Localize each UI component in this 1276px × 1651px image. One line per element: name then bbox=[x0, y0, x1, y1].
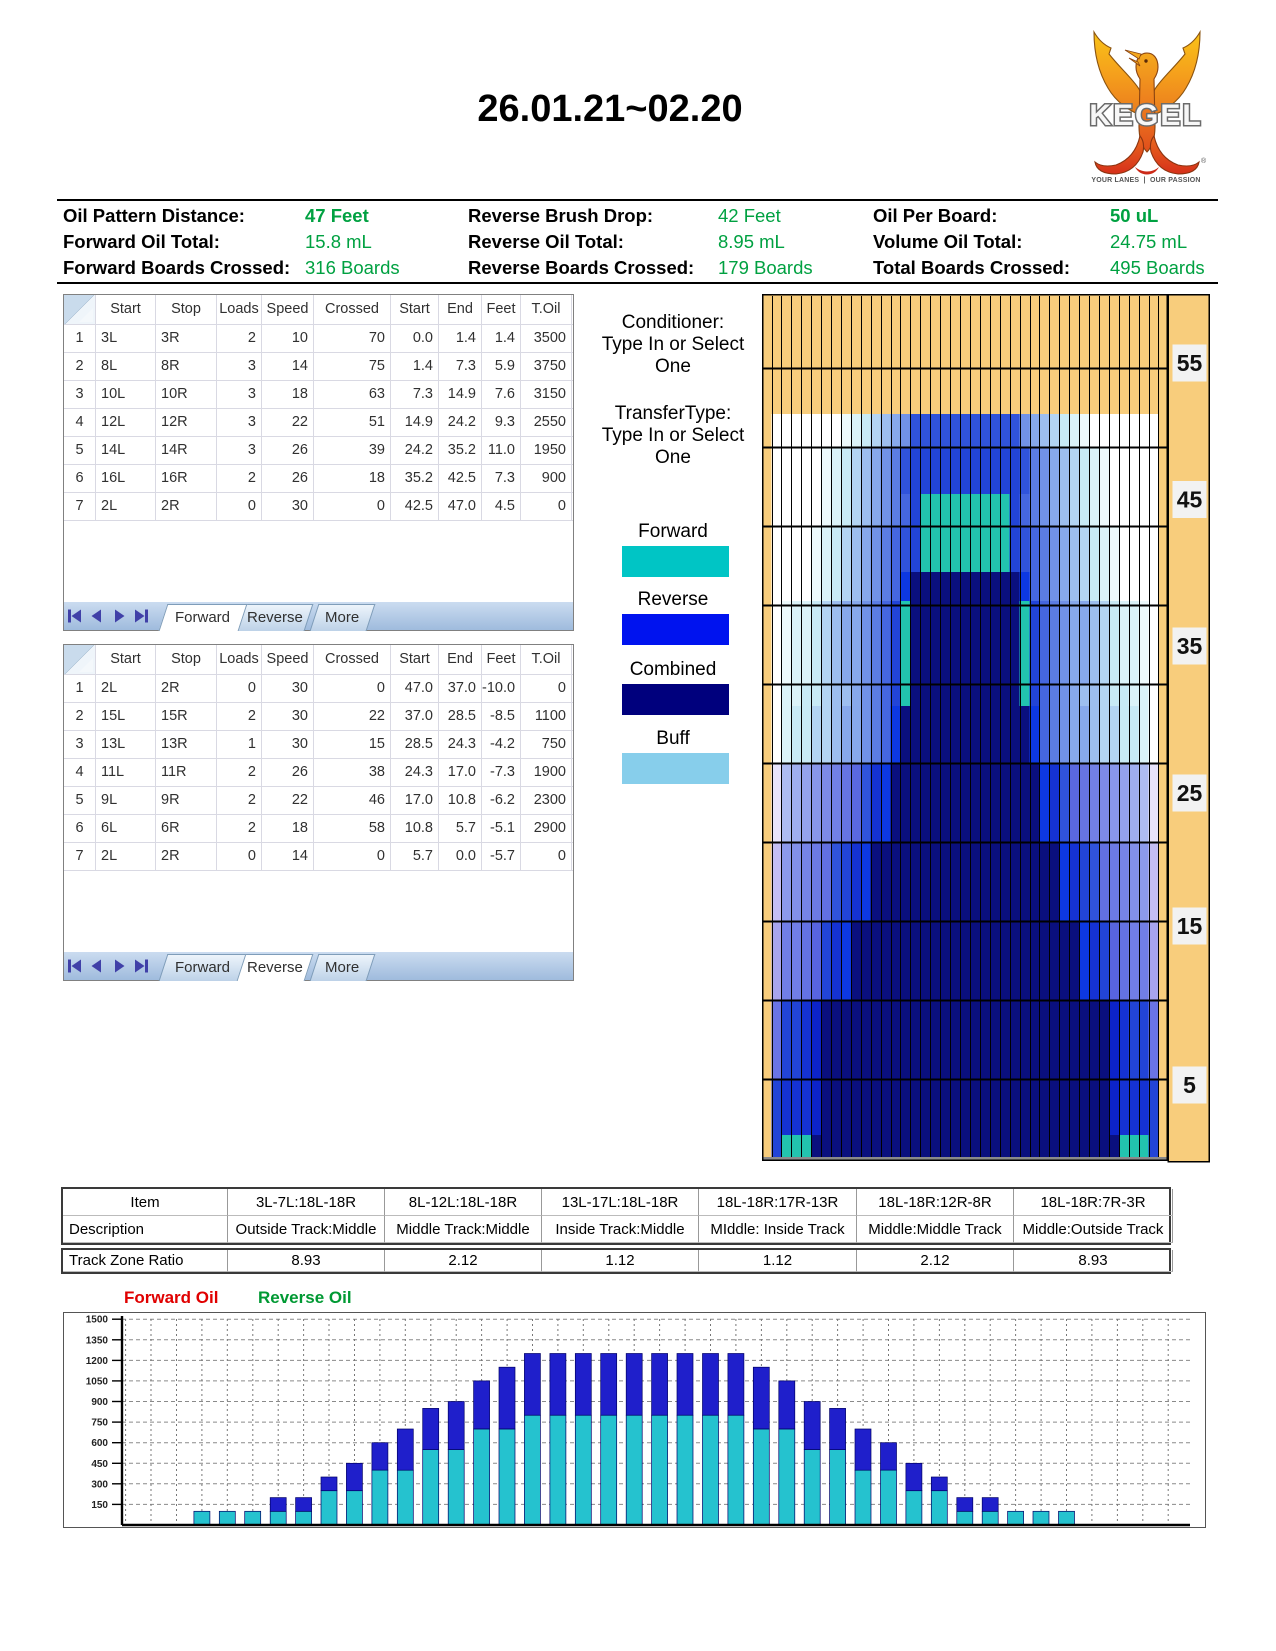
svg-text:450: 450 bbox=[91, 1459, 108, 1470]
svg-text:25: 25 bbox=[1177, 780, 1203, 806]
svg-text:35: 35 bbox=[1177, 633, 1203, 659]
svg-text:KEGEL: KEGEL bbox=[1089, 99, 1202, 132]
svg-text:45: 45 bbox=[1177, 487, 1203, 513]
svg-text:1200: 1200 bbox=[86, 1356, 109, 1367]
svg-text:®: ® bbox=[1201, 157, 1207, 165]
svg-text:KEGEL: KEGEL bbox=[1089, 99, 1202, 132]
svg-text:750: 750 bbox=[91, 1418, 108, 1429]
svg-text:YOUR LANES | OUR PASSION: YOUR LANES | OUR PASSION bbox=[1091, 177, 1200, 184]
svg-text:150: 150 bbox=[91, 1500, 108, 1511]
svg-text:55: 55 bbox=[1177, 350, 1203, 376]
svg-text:1050: 1050 bbox=[86, 1376, 109, 1387]
svg-text:600: 600 bbox=[91, 1438, 108, 1449]
svg-text:1500: 1500 bbox=[86, 1315, 109, 1326]
svg-text:5: 5 bbox=[1183, 1072, 1196, 1098]
svg-text:15: 15 bbox=[1177, 913, 1203, 939]
svg-text:1350: 1350 bbox=[86, 1335, 109, 1346]
svg-text:300: 300 bbox=[91, 1479, 108, 1490]
svg-text:900: 900 bbox=[91, 1397, 108, 1408]
